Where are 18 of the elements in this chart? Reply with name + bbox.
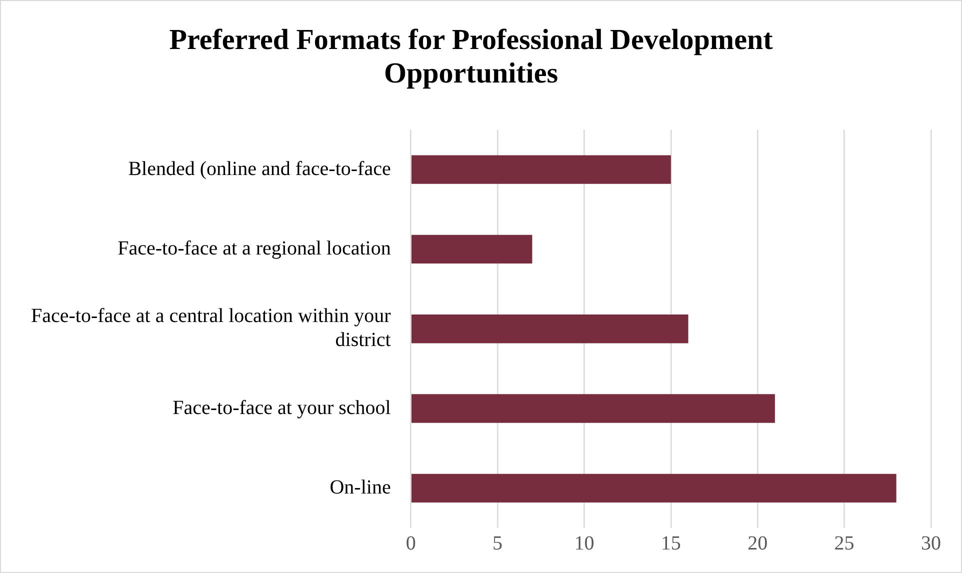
bar (411, 314, 688, 344)
y-tick-label: Face-to-face at your school (172, 396, 392, 419)
y-tick-label: Face-to-face at a central location within your district (30, 305, 392, 352)
x-tick-label: 25 (834, 532, 854, 554)
y-tick-label: Face-to-face at a regional location (118, 237, 391, 260)
x-tick-label: 30 (921, 532, 941, 554)
x-tick-label: 15 (660, 532, 681, 554)
bar (411, 394, 775, 423)
y-tick-label: Blended (online and face-to-face (128, 158, 391, 180)
bar (411, 155, 671, 184)
bar (411, 234, 532, 264)
x-tick-label: 20 (748, 532, 768, 554)
x-tick-label: 5 (492, 532, 503, 554)
bar (411, 474, 896, 503)
chart-title: Preferred Formats for Professional Development Opportunities (169, 24, 774, 90)
x-tick-label: 10 (574, 532, 594, 554)
y-tick-label: On-line (330, 476, 391, 498)
x-tick-label: 0 (406, 532, 416, 554)
